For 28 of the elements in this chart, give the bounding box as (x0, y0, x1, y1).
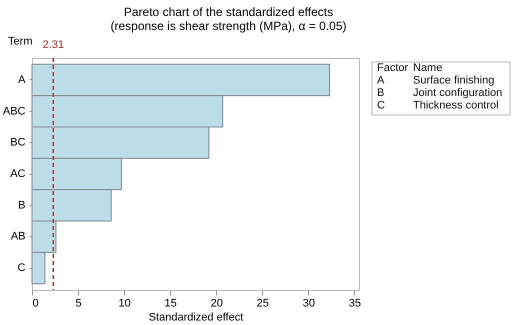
x-tick-label: 35 (348, 298, 362, 310)
chart-subtitle: (response is shear strength (MPa), α = 0.05) (110, 19, 347, 33)
x-tick-label: 15 (164, 298, 177, 310)
chart-title: Pareto chart of the standardized effects (124, 5, 334, 19)
text: Thickness control (413, 100, 499, 112)
y-axis-title: Term (8, 36, 32, 48)
y-tick-label: BC (10, 136, 26, 149)
text: B (377, 87, 384, 99)
y-tick-label: C (18, 262, 26, 274)
y-tick-label: B (18, 199, 26, 212)
text: C (377, 100, 385, 112)
text: Joint configuration (413, 87, 502, 99)
y-tick-label: AB (10, 230, 26, 243)
x-tick-label: 0 (32, 298, 39, 310)
x-tick-label: 10 (118, 298, 131, 310)
text: Name (413, 62, 442, 74)
x-axis-title: Standardized effect (148, 312, 244, 324)
y-tick-label: AC (10, 168, 26, 180)
y-tick-label: A (18, 74, 26, 86)
x-tick-label: 5 (75, 298, 82, 310)
y-tick-label: ABC (2, 105, 26, 118)
x-tick-label: 20 (210, 298, 223, 310)
text: A (377, 74, 385, 86)
x-tick-label: 30 (302, 298, 315, 310)
text: Surface finishing (413, 74, 494, 86)
x-tick-label: 25 (256, 298, 269, 310)
ref-line-label: 2.31 (42, 39, 64, 51)
text: Factor (377, 62, 409, 74)
